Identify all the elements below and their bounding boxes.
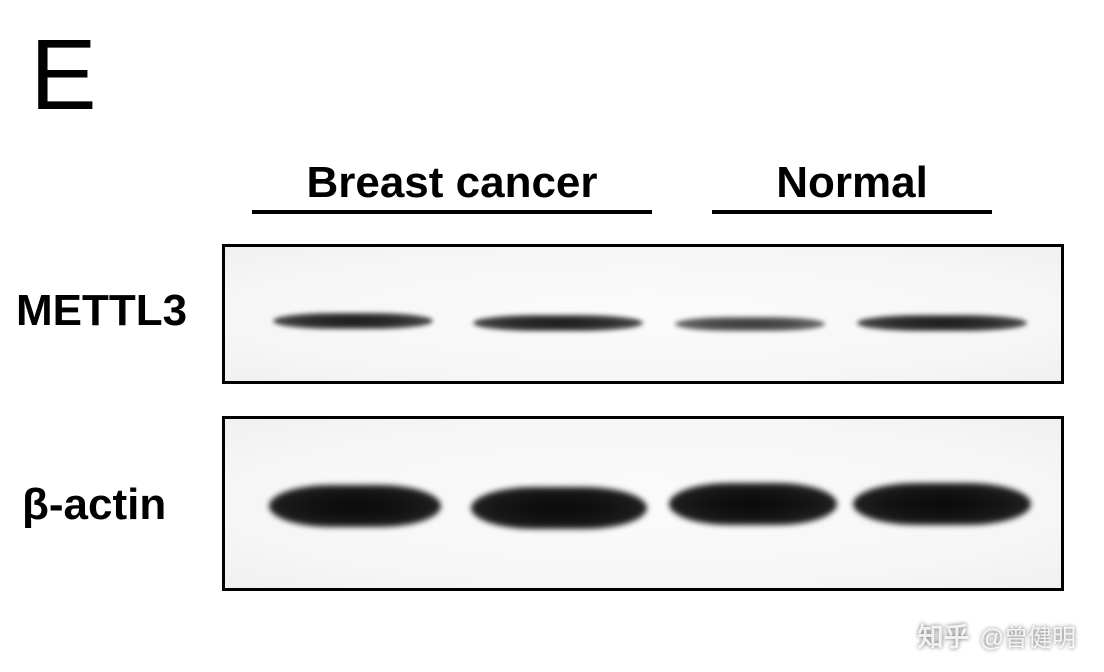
panel-letter: E <box>30 18 97 133</box>
protein-label-beta-actin: β-actin <box>22 480 166 530</box>
band-mettl3-lane2 <box>473 315 643 331</box>
group-header-normal: Normal <box>712 158 992 214</box>
watermark-author: @曾健明 <box>980 618 1076 653</box>
band-actin-lane1 <box>269 485 441 527</box>
protein-label-mettl3: METTL3 <box>16 286 187 336</box>
watermark: 知乎 @曾健明 <box>918 617 1076 654</box>
group-header-breast-cancer: Breast cancer <box>252 158 652 214</box>
zhihu-logo-icon: 知乎 <box>918 617 970 654</box>
western-blot-mettl3 <box>222 244 1064 384</box>
band-actin-lane2 <box>471 487 647 529</box>
group-headers-row: Breast cancer Normal <box>252 158 992 214</box>
group-header-1-text: Breast cancer <box>252 158 652 208</box>
band-mettl3-lane4 <box>857 315 1027 331</box>
band-actin-lane4 <box>853 483 1031 525</box>
western-blot-beta-actin <box>222 416 1064 591</box>
band-mettl3-lane3 <box>675 317 825 331</box>
group-header-2-text: Normal <box>712 158 992 208</box>
band-mettl3-lane1 <box>273 313 433 329</box>
band-actin-lane3 <box>669 483 837 525</box>
group-header-1-underline <box>252 210 652 214</box>
group-header-2-underline <box>712 210 992 214</box>
